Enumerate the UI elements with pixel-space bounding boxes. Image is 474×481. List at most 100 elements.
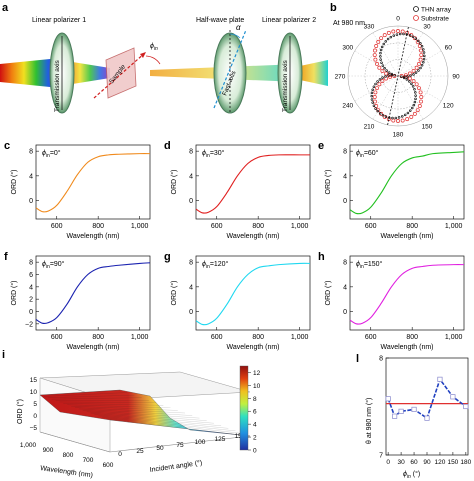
thn-point-24: [410, 82, 413, 85]
mesh-line-2: [47, 395, 135, 398]
panel-f-ytick-label-4: 4: [29, 284, 33, 291]
panel-l-xtick-label-180: 180: [460, 459, 471, 466]
panel-l-point-7: [463, 403, 469, 410]
polar-spoke-120: [397, 75, 442, 102]
thn-point-13: [419, 66, 422, 70]
thn-point-46: [372, 104, 376, 107]
substrate-point-52: [372, 53, 377, 58]
substrate-point-56: [379, 36, 384, 41]
substrate-point-44: [388, 74, 393, 79]
panel-e-ytick-label-0: 0: [343, 198, 347, 205]
panel-d-ytick-label-4: 4: [189, 173, 193, 180]
substrate-point-1: [400, 29, 405, 34]
panel-c-ytick-label-4: 4: [29, 173, 33, 180]
panel-l-point-5: [437, 376, 443, 382]
polar-tick-180: 180: [393, 132, 404, 139]
panel-g-frame: [195, 255, 311, 331]
mesh-line-18: [109, 419, 251, 437]
thn-point-73: [384, 40, 387, 43]
polarizer1-transmission-axis: Transmission axis: [54, 59, 61, 112]
panel-g-xtick-label-1000: 1,000: [291, 334, 309, 341]
panel-letter-d: d: [164, 140, 171, 152]
panel-f-ytick-label-6: 6: [29, 272, 33, 279]
panel-f-label-sub: in: [46, 264, 50, 270]
thn-point-47: [371, 101, 374, 104]
thn-point-76: [392, 34, 396, 37]
substrate-point-48: [380, 68, 385, 73]
substrate-point-8: [419, 53, 424, 58]
panel-letter-c: c: [4, 140, 10, 152]
panel-f-xlabel: Wavelength (nm): [66, 344, 119, 351]
thn-axis-line: [387, 27, 409, 125]
thn-point-45: [374, 107, 377, 110]
polar-spoke-30: [397, 32, 424, 77]
thn-point-78: [398, 32, 402, 36]
panel-l-xtick-label-150: 150: [447, 459, 458, 466]
surface-zlabel: Incident angle (°): [149, 459, 203, 474]
panel-letter-l: l: [356, 353, 359, 365]
substrate-point-11: [414, 65, 419, 70]
panel-f-ytick-label-8: 8: [29, 260, 33, 267]
polar-tick-270: 270: [335, 74, 346, 81]
thn-point-69: [379, 51, 382, 55]
panel-d-ytick-label-8: 8: [189, 149, 193, 156]
panel-d-label: ϕin=30°: [202, 149, 225, 159]
panel-letter-i: i: [2, 349, 5, 361]
panel-l-plot: 0 30 60 90 120 150 180 7 8: [379, 356, 472, 467]
mesh-line-5: [59, 401, 157, 403]
panel-f-xtick-label-800: 800: [92, 334, 104, 341]
panel-g-ytick-label-8: 8: [189, 260, 193, 267]
thn-point-67: [379, 58, 382, 61]
thn-point-35: [403, 113, 407, 117]
thn-point-63: [385, 69, 388, 72]
legend-text-substrate: Substrate: [421, 16, 449, 23]
panel-f-ytick-label-0: 0: [29, 309, 33, 316]
panel-e-ytick-label-8: 8: [343, 149, 347, 156]
panel-c-label-value: =0°: [50, 149, 61, 157]
panel-e-xtick-label-600: 600: [365, 223, 377, 230]
substrate-point-19: [414, 82, 419, 87]
panel-l-point-6: [450, 394, 456, 400]
panel-f-ylabel: ORD (°): [10, 281, 18, 306]
panel-g-label-sub: in: [206, 264, 210, 270]
polar-plot-area: 0 30 60 90 120 150 180 210 240 270 300 330: [335, 16, 460, 139]
panel-l-xtick-label-60: 60: [410, 459, 418, 466]
thn-point-7: [422, 48, 425, 51]
panel-l-point-4: [424, 415, 430, 421]
polar-title: At 980 nm: [333, 20, 365, 27]
polar-tick-0: 0: [396, 16, 400, 23]
panel-h-ytick-label-8: 8: [343, 260, 347, 267]
panel-l-xtick-label-90: 90: [423, 459, 431, 466]
panel-i-surface: i 1,0009008007006000255075100125150−5051…: [2, 349, 261, 479]
phi-in-label: ϕin: [150, 43, 158, 52]
panel-h-frame: [349, 255, 465, 331]
panel-letter-f: f: [4, 251, 8, 263]
mesh-line-7: [67, 404, 171, 408]
polarizer2-label: Linear polarizer 2: [262, 17, 316, 24]
panel-g-label-phi: ϕ: [202, 261, 206, 268]
substrate-point-47: [384, 71, 389, 76]
panel-h-xtick-label-600: 600: [365, 334, 377, 341]
thn-point-49: [370, 94, 373, 98]
thn-point-60: [393, 74, 396, 77]
panel-l-frame: [385, 357, 469, 456]
substrate-point-57: [382, 33, 387, 38]
panel-e-xlabel: Wavelength (nm): [380, 233, 433, 240]
thn-point-34: [406, 111, 410, 115]
thn-point-41: [384, 115, 388, 118]
thn-point-1: [408, 34, 412, 37]
panel-f-frame: [35, 255, 151, 331]
panel-l-ylabel: θ at 980 nm (°): [365, 398, 373, 444]
thn-point-2: [411, 35, 415, 39]
substrate-point-53: [373, 48, 377, 53]
substrate-point-30: [396, 119, 400, 123]
substrate-point-28: [405, 117, 410, 122]
colorbar-ticks: 0 2 4 6 8 10 12: [248, 370, 261, 455]
thn-point-61: [390, 72, 394, 76]
mesh-line-17: [106, 418, 243, 434]
surface-ord-tick-4: 15: [30, 377, 38, 384]
colorbar-tick-label-6: 6: [253, 409, 257, 416]
surface-angle-tick-1: 25: [136, 448, 144, 455]
surface-xlabel: Wavelength (nm): [40, 465, 94, 479]
